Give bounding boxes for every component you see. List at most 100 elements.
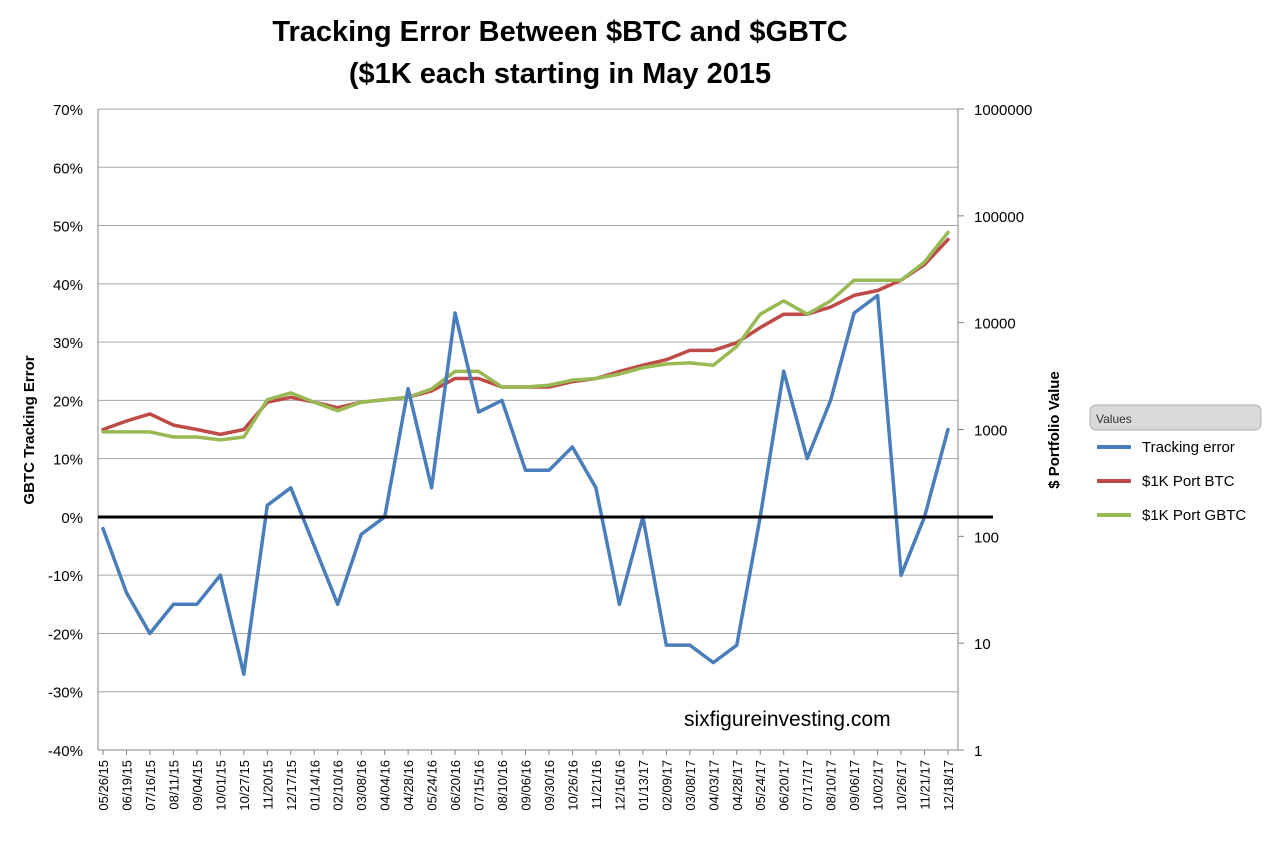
data-point xyxy=(289,395,293,399)
left-tick-label: 50% xyxy=(53,219,83,236)
data-point xyxy=(359,400,363,404)
x-tick-label: 05/26/15 xyxy=(96,760,111,811)
x-tick-label: 10/26/16 xyxy=(565,760,580,811)
x-axis-ticks: 05/26/15 06/19/15 07/16/15 08/11/15 09/04/15… xyxy=(96,750,956,811)
data-point xyxy=(735,643,739,647)
x-tick-label: 10/26/17 xyxy=(894,760,909,811)
data-point xyxy=(946,238,950,241)
legend-items: Tracking error $1K Port BTC $1K Port GBTC xyxy=(1097,439,1246,524)
data-point xyxy=(782,299,786,303)
data-point xyxy=(336,602,340,606)
x-tick-label: 10/01/15 xyxy=(213,760,228,811)
data-point xyxy=(946,428,950,431)
x-tick-label: 09/30/16 xyxy=(542,760,557,811)
data-point xyxy=(101,430,105,434)
data-point xyxy=(876,289,880,292)
data-point xyxy=(852,278,856,282)
data-point xyxy=(782,312,786,316)
data-point xyxy=(218,438,222,442)
data-point xyxy=(477,410,481,414)
legend-label: $1K Port GBTC xyxy=(1142,507,1246,524)
data-point xyxy=(782,369,786,373)
x-tick-label: 04/04/16 xyxy=(378,760,393,811)
data-point xyxy=(735,344,739,348)
x-tick-label: 06/19/15 xyxy=(119,760,134,811)
data-point xyxy=(594,486,598,490)
data-point xyxy=(664,362,668,366)
data-point xyxy=(430,486,434,490)
data-point xyxy=(265,398,269,402)
data-point xyxy=(547,383,551,387)
right-tick-label: 1000 xyxy=(974,423,1007,440)
data-point xyxy=(829,398,833,402)
data-point xyxy=(617,602,621,606)
left-tick-label: 70% xyxy=(53,102,83,119)
legend-label: Tracking error xyxy=(1142,439,1235,456)
left-tick-label: 40% xyxy=(53,277,83,294)
x-tick-label: 06/20/16 xyxy=(448,760,463,811)
left-tick-label: 30% xyxy=(53,335,83,352)
left-tick-label: -30% xyxy=(48,685,83,702)
data-point xyxy=(336,409,340,413)
x-tick-label: 08/11/15 xyxy=(166,760,181,810)
watermark: sixfigureinvesting.com xyxy=(684,708,891,731)
data-point xyxy=(688,348,692,352)
data-point xyxy=(171,423,175,427)
data-point xyxy=(805,312,809,316)
right-tick-label: 1000000 xyxy=(974,102,1032,119)
data-point xyxy=(453,369,457,373)
data-point xyxy=(195,435,199,439)
left-axis-ticks: 70% 60% 50% 40% 30% 20% 10% 0% -10% -20% -30% -40% xyxy=(48,102,83,760)
x-tick-label: 03/08/16 xyxy=(354,760,369,811)
data-point xyxy=(125,419,128,423)
legend-label: $1K Port BTC xyxy=(1142,473,1235,490)
data-point xyxy=(711,348,715,352)
chart-title-line1: Tracking Error Between $BTC and $GBTC xyxy=(272,16,847,48)
x-tick-label: 07/15/16 xyxy=(472,760,487,811)
data-point xyxy=(570,378,574,382)
data-point xyxy=(383,398,387,402)
data-point xyxy=(242,435,246,439)
data-point xyxy=(711,363,715,367)
data-point xyxy=(688,643,692,647)
data-point xyxy=(195,602,199,606)
x-tick-label: 01/14/16 xyxy=(307,760,322,811)
x-tick-label: 07/17/17 xyxy=(800,760,815,811)
data-point xyxy=(477,377,481,380)
data-point xyxy=(148,430,152,434)
x-tick-label: 02/10/16 xyxy=(331,760,346,811)
right-tick-label: 100 xyxy=(974,529,999,546)
data-point xyxy=(617,372,621,376)
legend-title: Values xyxy=(1096,412,1132,426)
right-axis-ticks: 1000000 100000 10000 1000 100 10 1 xyxy=(958,102,1032,760)
x-tick-label: 11/20/15 xyxy=(260,760,275,810)
left-tick-label: -40% xyxy=(48,743,83,760)
data-point xyxy=(289,391,293,395)
x-tick-label: 09/04/15 xyxy=(190,760,205,811)
data-point xyxy=(500,385,504,389)
x-tick-label: 01/13/17 xyxy=(636,760,651,811)
data-point xyxy=(876,294,880,297)
data-point xyxy=(664,643,668,647)
data-point xyxy=(406,387,410,391)
data-point xyxy=(125,591,128,595)
left-axis-title: GBTC Tracking Error xyxy=(21,355,38,504)
x-tick-label: 10/27/15 xyxy=(237,760,252,811)
data-point xyxy=(805,457,809,461)
right-axis-title: $ Portfolio Value xyxy=(1046,371,1063,489)
data-point xyxy=(477,369,481,373)
x-tick-label: 05/24/17 xyxy=(753,760,768,811)
data-point xyxy=(218,432,222,436)
x-tick-label: 04/28/16 xyxy=(401,760,416,811)
data-point xyxy=(711,661,715,665)
x-tick-label: 05/24/16 xyxy=(425,760,440,811)
x-tick-label: 10/02/17 xyxy=(871,760,886,811)
data-point xyxy=(312,400,316,404)
data-point xyxy=(829,305,833,309)
x-tick-label: 11/21/17 xyxy=(918,760,933,810)
left-tick-label: 20% xyxy=(53,393,83,410)
x-tick-label: 12/17/15 xyxy=(284,760,299,811)
data-point xyxy=(547,468,551,472)
